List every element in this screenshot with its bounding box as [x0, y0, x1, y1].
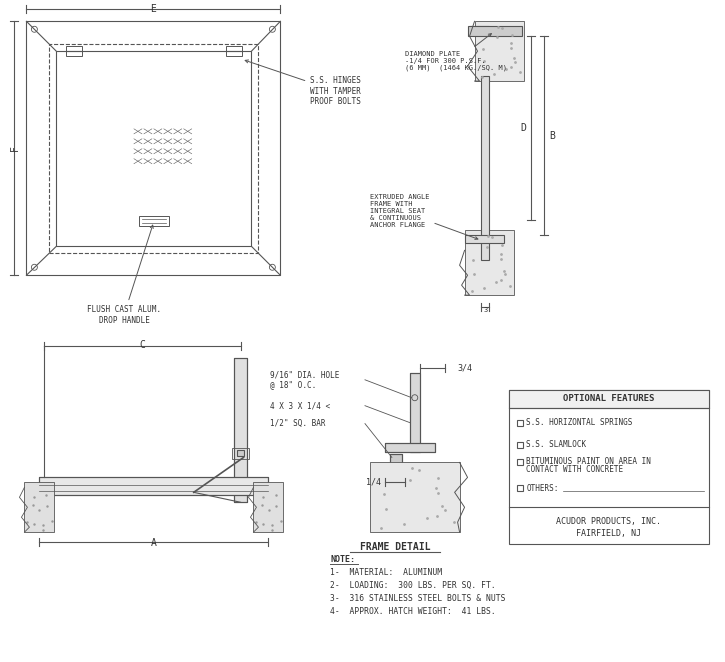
- Bar: [233, 358, 247, 502]
- Text: BITUMINOUS PAINT ON AREA IN: BITUMINOUS PAINT ON AREA IN: [526, 457, 651, 466]
- Text: OTHERS:: OTHERS:: [526, 484, 559, 493]
- Bar: [254, 483, 283, 532]
- Text: A: A: [151, 538, 157, 548]
- Bar: [39, 477, 268, 495]
- Text: 4-  APPROX. HATCH WEIGHT:  41 LBS.: 4- APPROX. HATCH WEIGHT: 41 LBS.: [330, 607, 496, 616]
- Text: 1-  MATERIAL:  ALUMINUM: 1- MATERIAL: ALUMINUM: [330, 569, 442, 577]
- Text: C: C: [139, 340, 145, 350]
- Text: 1/4: 1/4: [366, 478, 381, 487]
- Bar: [390, 455, 402, 467]
- Bar: [475, 21, 524, 81]
- Bar: [236, 451, 244, 457]
- Text: 1/2" SQ. BAR: 1/2" SQ. BAR: [270, 419, 326, 428]
- Bar: [510, 390, 708, 408]
- Bar: [233, 358, 247, 502]
- Bar: [410, 373, 420, 453]
- Text: EXTRUDED ANGLE
FRAME WITH
INTEGRAL SEAT
& CONTINUOUS
ANCHOR FLANGE: EXTRUDED ANGLE FRAME WITH INTEGRAL SEAT …: [370, 193, 478, 240]
- Bar: [139, 216, 169, 226]
- Text: CONTACT WITH CONCRETE: CONTACT WITH CONCRETE: [526, 465, 624, 474]
- Text: 2-  LOADING:  300 LBS. PER SQ. FT.: 2- LOADING: 300 LBS. PER SQ. FT.: [330, 581, 496, 591]
- Text: 3/4: 3/4: [457, 363, 472, 372]
- Bar: [390, 455, 402, 467]
- Text: 4 X 3 X 1/4 <: 4 X 3 X 1/4 <: [270, 401, 331, 410]
- Bar: [468, 26, 522, 36]
- Bar: [518, 485, 523, 491]
- Bar: [481, 76, 489, 260]
- Text: DIAMOND PLATE
-1/4 FOR 300 P.S.F.
(6 MM)  (1464 KG./SQ. M): DIAMOND PLATE -1/4 FOR 300 P.S.F. (6 MM)…: [405, 34, 507, 71]
- Text: ACUDOR PRODUCTS, INC.: ACUDOR PRODUCTS, INC.: [557, 517, 661, 526]
- Bar: [225, 46, 241, 56]
- Bar: [370, 463, 460, 532]
- Text: 9/16" DIA. HOLE
@ 18" O.C.: 9/16" DIA. HOLE @ 18" O.C.: [270, 370, 340, 389]
- Bar: [518, 459, 523, 465]
- Text: S.S. SLAMLOCK: S.S. SLAMLOCK: [526, 440, 587, 449]
- Bar: [518, 420, 523, 426]
- Bar: [510, 390, 708, 544]
- Bar: [231, 448, 249, 459]
- Bar: [470, 26, 489, 34]
- Text: FLUSH CAST ALUM.
DROP HANDLE: FLUSH CAST ALUM. DROP HANDLE: [87, 225, 161, 324]
- Bar: [385, 442, 435, 453]
- Bar: [66, 46, 82, 56]
- Text: 3-  316 STAINLESS STEEL BOLTS & NUTS: 3- 316 STAINLESS STEEL BOLTS & NUTS: [330, 594, 505, 603]
- Bar: [465, 230, 514, 295]
- Bar: [25, 483, 54, 532]
- Bar: [39, 477, 268, 495]
- Text: F: F: [9, 145, 20, 151]
- Bar: [26, 21, 281, 275]
- Text: FAIRFIELD, NJ: FAIRFIELD, NJ: [576, 529, 642, 538]
- Bar: [385, 442, 435, 453]
- Bar: [465, 236, 505, 244]
- Bar: [57, 51, 252, 246]
- Text: E: E: [150, 5, 156, 15]
- Text: FRAME DETAIL: FRAME DETAIL: [360, 542, 430, 552]
- Text: S.S. HINGES
WITH TAMPER
PROOF BOLTS: S.S. HINGES WITH TAMPER PROOF BOLTS: [245, 60, 361, 106]
- Text: OPTIONAL FEATURES: OPTIONAL FEATURES: [563, 394, 655, 403]
- Bar: [518, 442, 523, 448]
- Bar: [410, 373, 420, 453]
- Text: D: D: [521, 123, 526, 133]
- Text: S.S. HORIZONTAL SPRINGS: S.S. HORIZONTAL SPRINGS: [526, 418, 633, 427]
- Text: 3: 3: [484, 307, 488, 313]
- Text: NOTE:: NOTE:: [330, 555, 355, 563]
- Bar: [49, 44, 258, 254]
- Text: B: B: [550, 131, 555, 141]
